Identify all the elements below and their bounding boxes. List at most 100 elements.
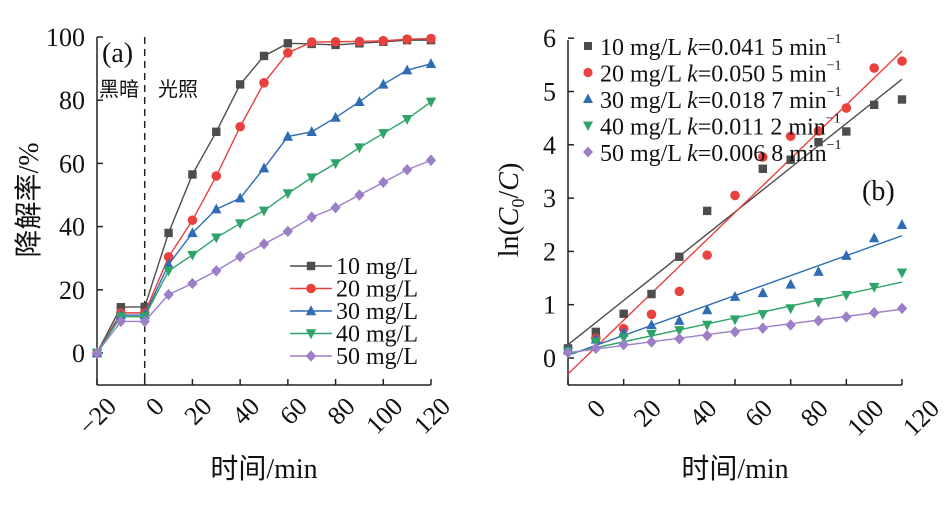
data-point: [235, 121, 245, 132]
data-point: [896, 219, 908, 229]
x-tick-label: 100: [360, 392, 408, 440]
x-tick-label: 120: [408, 392, 456, 440]
data-point: [164, 228, 173, 238]
data-point: [785, 278, 796, 289]
x-tick-label: 20: [179, 392, 218, 431]
y-tick-label: 5: [543, 78, 556, 107]
y-tick-label: 40: [59, 213, 85, 242]
data-point: [785, 319, 796, 331]
data-point: [258, 162, 270, 173]
data-point: [115, 315, 127, 328]
data-point: [330, 36, 341, 47]
legend-marker: [305, 305, 317, 316]
data-point: [813, 126, 824, 136]
legend-label: 50 mg/L k=0.006 8 min−1: [600, 138, 842, 167]
legend-label: 30 mg/L: [336, 299, 418, 325]
legend-label: 20 mg/L: [336, 277, 418, 303]
x-tick-label: 40: [684, 394, 723, 433]
legend-label: 10 mg/L k=0.041 5 min−1: [600, 32, 842, 61]
data-point: [235, 80, 245, 89]
data-point: [730, 190, 740, 201]
y-tick-label: 20: [59, 276, 85, 305]
data-point: [163, 258, 174, 269]
data-point: [187, 227, 198, 238]
legend-marker: [583, 146, 593, 158]
data-point: [330, 111, 341, 122]
data-point: [619, 309, 628, 318]
data-point: [211, 171, 222, 181]
data-point: [841, 249, 852, 260]
x-tick-label: 80: [322, 392, 361, 431]
data-point: [897, 95, 907, 104]
y-tick-label: 0: [543, 344, 556, 373]
data-point: [258, 238, 270, 250]
legend-marker: [583, 67, 593, 78]
data-point: [729, 291, 741, 301]
data-point: [425, 58, 437, 69]
data-point: [163, 266, 174, 277]
data-point: [757, 310, 769, 320]
data-point: [378, 78, 389, 89]
data-point: [282, 130, 294, 141]
data-point: [211, 265, 222, 277]
data-point: [306, 126, 317, 136]
data-point: [646, 309, 657, 320]
data-point: [674, 314, 685, 325]
data-point: [842, 127, 851, 136]
data-point: [868, 282, 880, 293]
y-tick-label: 1: [543, 291, 556, 320]
panel-a-label: (a): [102, 38, 133, 69]
data-point: [813, 314, 824, 327]
data-point: [647, 289, 656, 299]
data-point: [869, 100, 879, 110]
legend-marker: [583, 121, 593, 131]
legend-marker: [306, 261, 316, 271]
data-point: [869, 63, 879, 73]
data-point: [116, 302, 126, 312]
data-point: [757, 322, 769, 334]
legend-label: 20 mg/L k=0.050 5 min−1: [600, 59, 842, 88]
dark-phase-label: 黑暗: [99, 78, 139, 101]
y-tick-label: 4: [543, 131, 556, 160]
data-point: [259, 51, 269, 61]
data-point: [234, 250, 246, 263]
data-point: [402, 34, 412, 45]
data-point: [91, 347, 103, 359]
data-point: [234, 219, 246, 230]
data-point: [702, 206, 712, 216]
data-point: [813, 265, 824, 276]
data-point: [140, 302, 149, 312]
legend-marker: [306, 283, 316, 294]
data-point: [378, 176, 389, 189]
x-tick-label: 120: [897, 394, 945, 442]
data-point: [814, 137, 823, 147]
data-point: [786, 155, 795, 164]
data-point: [211, 203, 222, 214]
data-point: [646, 319, 657, 330]
data-point: [188, 170, 197, 179]
data-point: [187, 250, 198, 261]
data-point: [841, 103, 852, 113]
data-point: [283, 48, 293, 58]
data-point: [163, 288, 174, 301]
data-point: [258, 206, 270, 217]
data-point: [729, 326, 741, 338]
data-point: [283, 39, 293, 48]
y-tick-label: 3: [543, 184, 556, 213]
data-point: [701, 320, 713, 331]
data-point: [306, 37, 317, 47]
data-point: [701, 329, 713, 342]
legend-marker: [584, 42, 592, 50]
data-point: [401, 114, 413, 125]
y-tick-label: 2: [543, 237, 556, 266]
data-point: [354, 143, 365, 154]
x-tick-label: 80: [795, 394, 834, 433]
data-point: [306, 211, 317, 223]
y-tick-label: 100: [46, 23, 85, 52]
data-point: [330, 159, 341, 170]
data-point: [330, 201, 341, 214]
data-point: [674, 326, 685, 336]
data-point: [425, 154, 437, 166]
light-phase-label: 光照: [158, 78, 198, 101]
